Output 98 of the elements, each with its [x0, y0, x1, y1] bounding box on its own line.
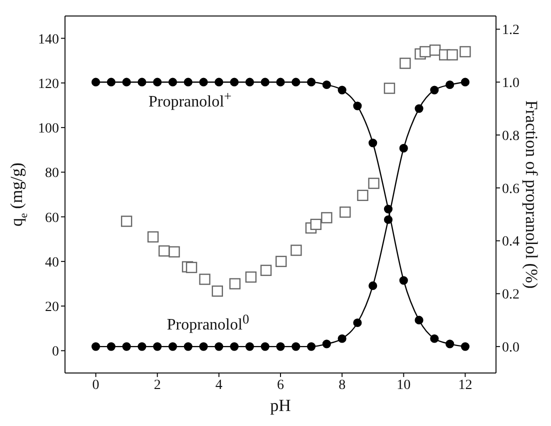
point [168, 342, 178, 351]
point [322, 80, 331, 90]
point [276, 78, 285, 86]
point [353, 102, 362, 110]
point [260, 78, 270, 86]
point [310, 218, 322, 230]
point [91, 78, 100, 86]
point [384, 215, 393, 224]
point [260, 342, 270, 351]
y2-tick-label: 0.4 [502, 234, 520, 250]
point [138, 78, 146, 86]
point [229, 278, 241, 290]
point [399, 144, 408, 153]
y2-tick-label: 1.2 [502, 23, 520, 38]
x-axis-title: pH [270, 396, 291, 415]
point [306, 342, 316, 351]
point [290, 244, 302, 256]
point [384, 204, 393, 214]
point [212, 286, 223, 297]
y-tick-label: 40 [45, 255, 59, 270]
point [122, 78, 131, 86]
x-tick-label: 12 [458, 378, 472, 393]
y-tick-label: 0 [52, 344, 59, 360]
point [338, 334, 346, 343]
y-tick-label: 20 [45, 300, 59, 316]
point [368, 178, 380, 189]
point [168, 246, 180, 258]
point [153, 78, 162, 86]
y2-tick-label: 0.8 [502, 128, 520, 144]
y2-axis-title: Fraction of propranolol (%) [522, 100, 542, 289]
annotation: Propranolol$^{0}$ [166, 311, 250, 335]
point [276, 342, 285, 351]
point [353, 318, 362, 328]
point [245, 271, 257, 283]
point [245, 78, 254, 86]
point [245, 342, 254, 351]
point [122, 342, 131, 351]
point [91, 342, 100, 351]
point [340, 206, 351, 218]
x-tick-label: 2 [154, 378, 161, 393]
y-tick-label: 80 [45, 166, 59, 182]
point [292, 342, 300, 351]
x-tick-label: 0 [92, 378, 100, 393]
annotation: Propranolol$^{+}$ [148, 88, 232, 112]
point [214, 78, 224, 86]
y-tick-label: 100 [38, 122, 59, 137]
y2-tick-label: 0.0 [502, 340, 520, 356]
point [430, 334, 439, 343]
point [186, 262, 198, 274]
y2-tick-label: 0.2 [502, 288, 520, 303]
point [147, 231, 159, 242]
point [106, 342, 116, 351]
point [153, 342, 162, 351]
point [322, 340, 331, 348]
point [368, 281, 378, 290]
point [292, 78, 300, 86]
point [199, 274, 210, 285]
point [214, 342, 224, 351]
point [429, 44, 441, 56]
point [168, 78, 178, 86]
y2-tick-label: 1.0 [502, 76, 520, 92]
point [460, 78, 470, 86]
point [368, 138, 378, 148]
point [199, 78, 208, 86]
point [184, 78, 192, 86]
y2-tick-label: 0.6 [502, 182, 520, 197]
point [446, 49, 458, 60]
point [414, 104, 424, 113]
point [230, 78, 239, 86]
y-tick-label: 60 [45, 210, 59, 226]
point [399, 276, 408, 285]
point [414, 316, 424, 324]
point [460, 342, 470, 351]
y-tick-label: 120 [38, 76, 59, 92]
point [199, 342, 208, 351]
point [357, 190, 368, 201]
point [138, 342, 146, 351]
x-tick-label: 6 [277, 378, 284, 393]
point [400, 58, 411, 69]
point [384, 82, 396, 94]
point [306, 78, 316, 86]
point [430, 86, 439, 94]
point [321, 212, 332, 224]
y-tick-label: 140 [38, 32, 59, 48]
point [260, 264, 272, 276]
point [446, 340, 454, 348]
point [276, 256, 287, 268]
x-tick-label: 10 [396, 378, 411, 393]
x-tick-label: 4 [215, 378, 222, 393]
point [446, 80, 454, 90]
point [420, 46, 431, 58]
point [106, 78, 116, 86]
point [120, 216, 132, 227]
point [230, 342, 239, 351]
x-tick-label: 8 [338, 378, 346, 393]
point [338, 86, 346, 94]
point [460, 46, 471, 58]
point [184, 342, 192, 351]
